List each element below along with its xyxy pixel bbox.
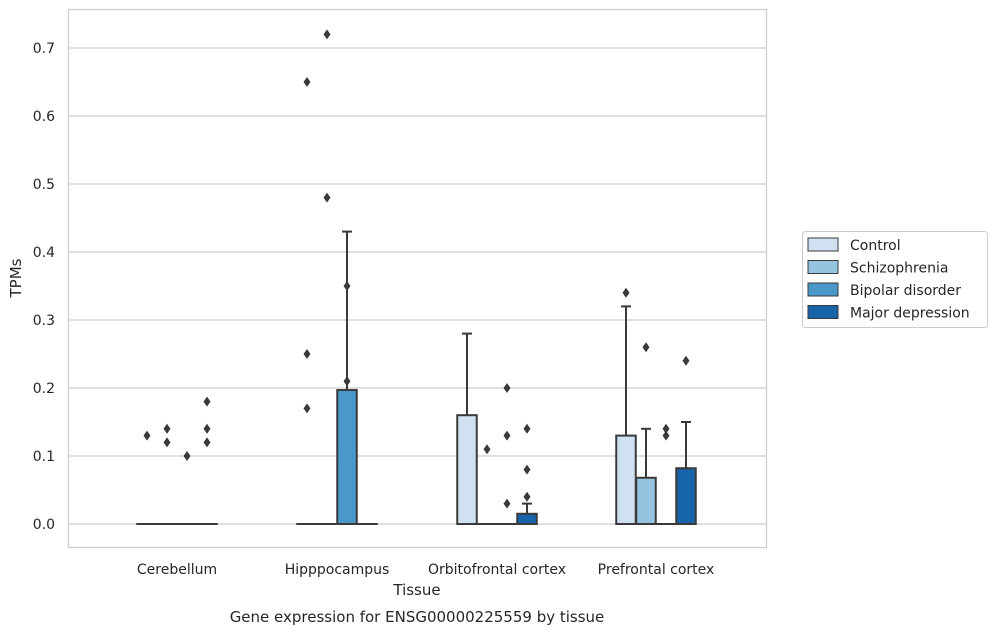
box: [456, 414, 478, 526]
series-bipolar-disorder: [176, 230, 677, 526]
outlier-point: [323, 29, 331, 40]
outlier-point: [163, 423, 171, 434]
legend-label: Schizophrenia: [850, 261, 948, 277]
outlier-point: [682, 355, 690, 366]
y-tick-label: 0.3: [33, 313, 55, 329]
outlier-point: [343, 281, 351, 291]
y-tick-label: 0.1: [33, 449, 55, 465]
outlier-point: [662, 423, 670, 434]
outlier-point: [143, 430, 151, 441]
x-tick-label: Hipppocampus: [285, 562, 390, 578]
y-tick-label: 0.2: [33, 381, 55, 397]
box: [675, 467, 697, 525]
legend-swatch: [807, 305, 839, 319]
plot-area-frame: [67, 8, 768, 549]
y-axis-label: TPMs: [7, 258, 25, 298]
x-axis-ticks: Cerebellum Hipppocampus Orbitofrontal cort…: [137, 562, 714, 578]
box: [615, 434, 637, 526]
outlier-point: [662, 430, 670, 441]
series-control: [136, 77, 637, 526]
outlier-point: [323, 192, 331, 203]
outlier-point: [303, 403, 311, 414]
legend-label: Control: [850, 238, 901, 254]
legend-label: Bipolar disorder: [850, 283, 961, 299]
y-tick-label: 0.5: [33, 177, 55, 193]
legend: Control Schizophrenia Bipolar disorder Majo…: [802, 231, 988, 328]
series-major-depression: [196, 355, 697, 526]
box: [336, 389, 358, 526]
y-tick-label: 0.7: [33, 41, 55, 57]
outlier-point: [523, 423, 531, 434]
outlier-point: [303, 77, 311, 87]
chart-caption: Gene expression for ENSG00000225559 by t…: [230, 608, 605, 626]
outlier-point: [503, 430, 511, 441]
legend-swatch: [807, 260, 839, 274]
outlier-point: [523, 464, 531, 475]
x-tick-label: Prefrontal cortex: [598, 562, 715, 578]
box: [635, 476, 657, 526]
outlier-point: [183, 451, 191, 461]
y-tick-label: 0.6: [33, 109, 55, 125]
x-axis-label: Tissue: [392, 581, 440, 599]
outlier-point: [203, 437, 211, 448]
outlier-point: [503, 383, 511, 393]
outlier-point: [163, 437, 171, 448]
outlier-point: [642, 342, 650, 353]
outlier-point: [343, 376, 351, 387]
box-series: [136, 29, 697, 526]
outlier-point: [303, 349, 311, 359]
gridlines: [68, 47, 766, 525]
x-tick-label: Cerebellum: [137, 562, 217, 578]
outlier-point: [523, 491, 531, 502]
x-tick-label: Orbitofrontal cortex: [428, 562, 566, 578]
outlier-point: [203, 423, 211, 434]
y-tick-label: 0.0: [33, 517, 55, 533]
y-tick-label: 0.4: [33, 245, 55, 261]
outlier-point: [622, 287, 630, 298]
series-schizophrenia: [156, 29, 657, 526]
y-axis-ticks: 0.0 0.1 0.2 0.3 0.4 0.5 0.6 0.7: [33, 41, 55, 533]
box: [516, 512, 538, 525]
outlier-point: [483, 444, 491, 455]
legend-swatch: [807, 237, 839, 252]
legend-frame: [802, 231, 988, 328]
legend-label: Major depression: [850, 306, 970, 322]
legend-swatch: [807, 282, 839, 297]
outlier-point: [503, 498, 511, 509]
outlier-point: [203, 396, 211, 407]
